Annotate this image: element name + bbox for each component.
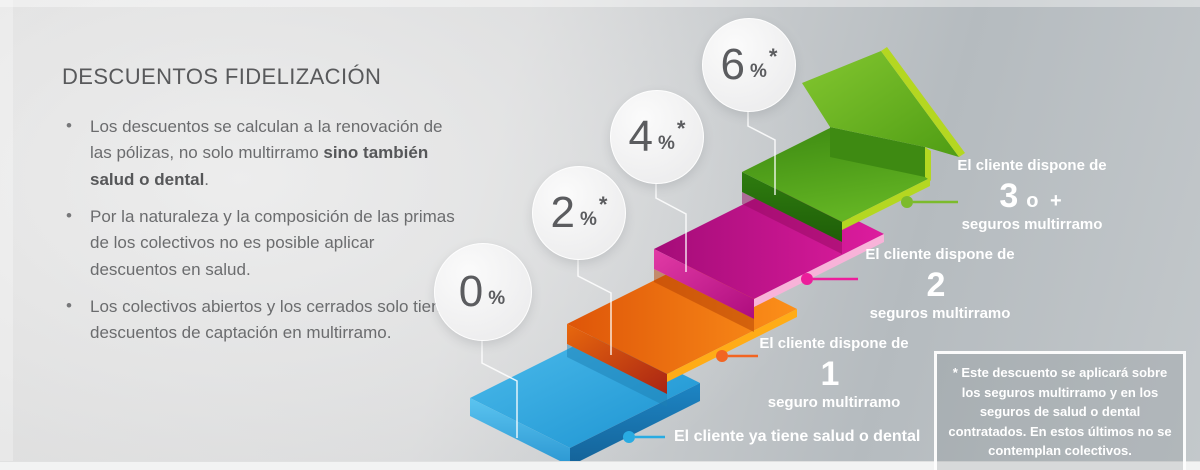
step-label-count-suffix: o + (1026, 189, 1065, 212)
leader-blue (623, 431, 665, 443)
bullet-item: • Los colectivos abiertos y los cerrados … (62, 294, 462, 347)
discount-badge-0pct: 0% (434, 243, 532, 341)
arrow-edge-top (881, 47, 965, 157)
step-label-count: 2 (926, 265, 946, 304)
badge-value: 4 (628, 112, 653, 161)
bullet-list: • Los descuentos se calculan a la renovac… (62, 114, 462, 347)
step-green (742, 128, 930, 242)
bullet-dot: • (66, 206, 72, 226)
step-green-front (742, 172, 842, 242)
step-green-top (742, 128, 930, 222)
connector-line-0pct (481, 339, 518, 438)
badge-value: 6 (720, 40, 745, 89)
arrow-head (802, 51, 959, 157)
bullet-text: Los descuentos se calculan a la renovaci… (90, 117, 443, 189)
step-label-line2: seguro multirramo (767, 394, 901, 412)
badge-unit: % (658, 133, 675, 154)
step-green-edge (842, 178, 930, 230)
badge-value: 0 (458, 267, 484, 316)
discount-badge-4pct: 4% * (610, 90, 704, 184)
discount-badge-2pct: 2% * (532, 166, 626, 260)
step-label-orange: El cliente dispone de 1 seguro multirram… (699, 335, 969, 413)
connector-lines (481, 110, 776, 438)
step-pink-edge (754, 234, 884, 307)
page-title: DESCUENTOS FIDELIZACIÓN (62, 64, 382, 89)
background-left-strip (0, 0, 13, 470)
shadow-under-pink (654, 269, 754, 332)
step-blue-right (570, 383, 700, 466)
step-label-line1: El cliente dispone de (865, 246, 1015, 263)
step-label-line1: El cliente dispone de (957, 157, 1107, 174)
bullet-item: • Por la naturaleza y la composición de l… (62, 204, 462, 283)
step-orange-front (567, 324, 667, 394)
note-box: * Este descuento se aplicará sobre los s… (934, 351, 1186, 470)
step-label-line2: seguros multirramo (961, 216, 1103, 234)
shadow-under-orange (567, 344, 667, 407)
bullet-text: Los colectivos abiertos y los cerrados s… (90, 297, 460, 343)
background-top-strip (0, 0, 1200, 7)
badge-asterisk: * (768, 44, 778, 69)
connector-line-2pct (577, 258, 612, 355)
connector-line-6pct (747, 110, 776, 195)
step-label-line2: seguros multirramo (869, 305, 1011, 323)
background-bottom-strip (0, 461, 1200, 470)
step-label-count: 1 (820, 354, 840, 393)
arrow-edge-notch (925, 147, 931, 181)
badge-value: 2 (550, 188, 575, 237)
badge-unit: % (488, 288, 506, 309)
note-text: * Este descuento se aplicará sobre los s… (948, 365, 1172, 458)
bullet-dot: • (66, 296, 72, 316)
step-orange-edge (667, 309, 797, 382)
step-label-blue: El cliente ya tiene salud o dental (674, 428, 921, 445)
bullet-dot: • (66, 116, 72, 135)
leader-dot-pink (801, 273, 813, 285)
bullet-item: • Los descuentos se calculan a la renovac… (62, 114, 462, 193)
step-blue-front (470, 398, 570, 466)
leader-dot-blue (623, 431, 635, 443)
bullet-text: Por la naturaleza y la composición de la… (90, 207, 455, 279)
step-label-line1: El cliente dispone de (759, 335, 909, 352)
badge-unit: % (750, 61, 767, 82)
badge-asterisk: * (676, 116, 686, 141)
leader-orange (716, 350, 758, 362)
arrow-riser-face (830, 127, 925, 177)
left-panel: DESCUENTOS FIDELIZACIÓN • Los descuentos … (62, 64, 482, 358)
arrow-up-icon (802, 47, 965, 181)
leader-dot-green (901, 196, 913, 208)
shadow-under-green (742, 192, 842, 254)
leader-dot-orange (716, 350, 728, 362)
step-label-pink: El cliente dispone de 2 seguros multirra… (805, 246, 1075, 324)
badge-asterisk: * (598, 192, 608, 217)
leader-pink (801, 273, 858, 285)
step-pink-front (654, 249, 754, 319)
leader-green (901, 196, 958, 208)
connector-line-4pct (655, 182, 687, 272)
discount-badge-6pct: 6% * (702, 18, 796, 112)
badge-unit: % (580, 209, 597, 230)
